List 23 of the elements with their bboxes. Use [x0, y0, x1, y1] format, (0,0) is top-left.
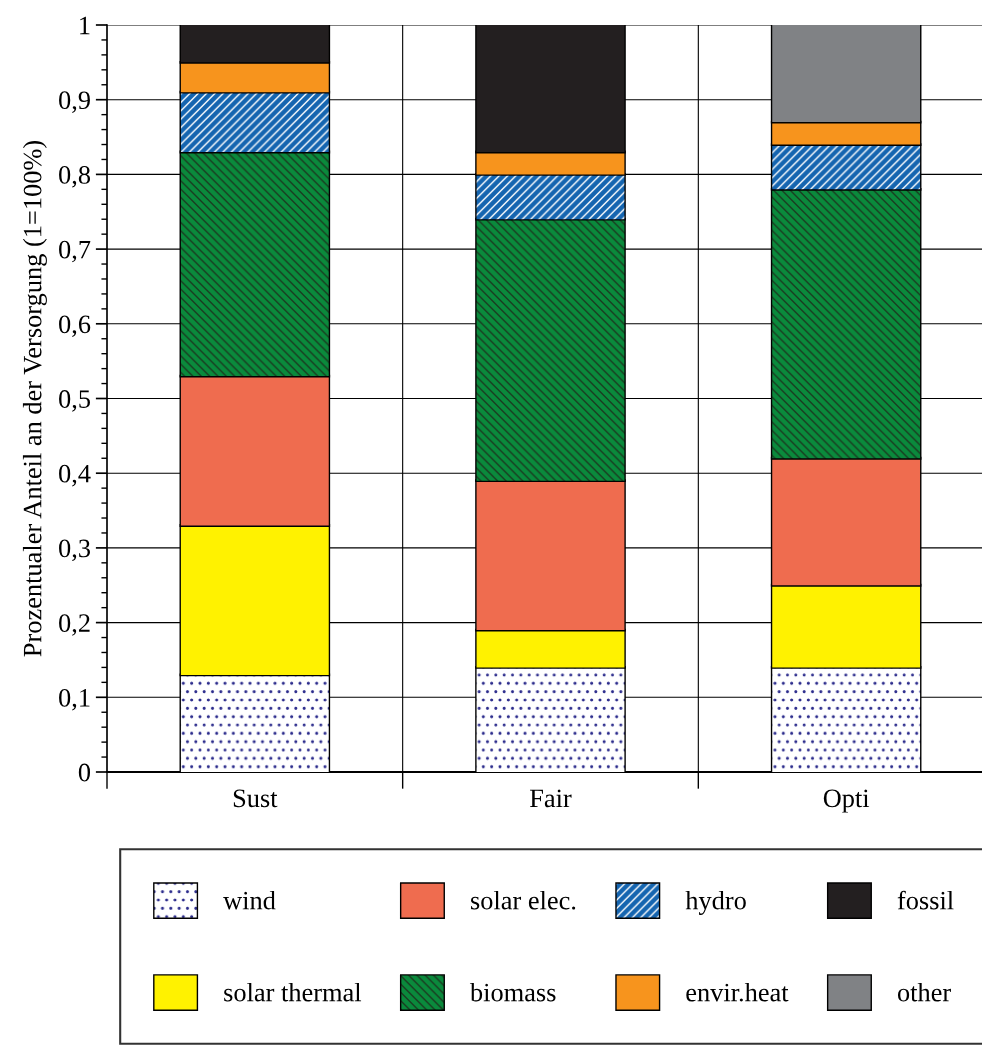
y-tick-label: 0,7 [59, 240, 91, 263]
y-tick-label: 1 [80, 16, 90, 35]
y-tick-label: 0,5 [59, 390, 90, 412]
y-tick-label: 0,8 [59, 166, 91, 188]
legend-label: solar elec. [471, 890, 576, 910]
y-axis-title: Prozentualer Anteil an der Versorgung (1=100%) [22, 140, 47, 657]
legend-label: other [897, 982, 951, 1002]
legend-label: biomass [469, 982, 556, 1002]
y-tick-label: 0,3 [59, 539, 90, 562]
y-tick-label: 0,4 [59, 464, 91, 487]
legend-label: envir.heat [686, 982, 789, 1002]
y-tick-label: 0 [78, 763, 91, 782]
x-tick-label: Sust [233, 789, 278, 808]
legend-label: wind [223, 890, 276, 910]
y-tick-label: 0,1 [59, 688, 90, 711]
y-tick-label: 0,6 [59, 315, 91, 338]
y-tick-label: 0,9 [59, 91, 90, 113]
x-tick-label: Opti [823, 789, 870, 813]
legend-label: hydro [685, 890, 746, 915]
legend-label: fossil [897, 890, 954, 910]
legend-label: solar thermal [224, 982, 362, 1002]
x-tick-label: Fair [530, 789, 572, 808]
y-tick-label: 0,2 [59, 614, 90, 636]
